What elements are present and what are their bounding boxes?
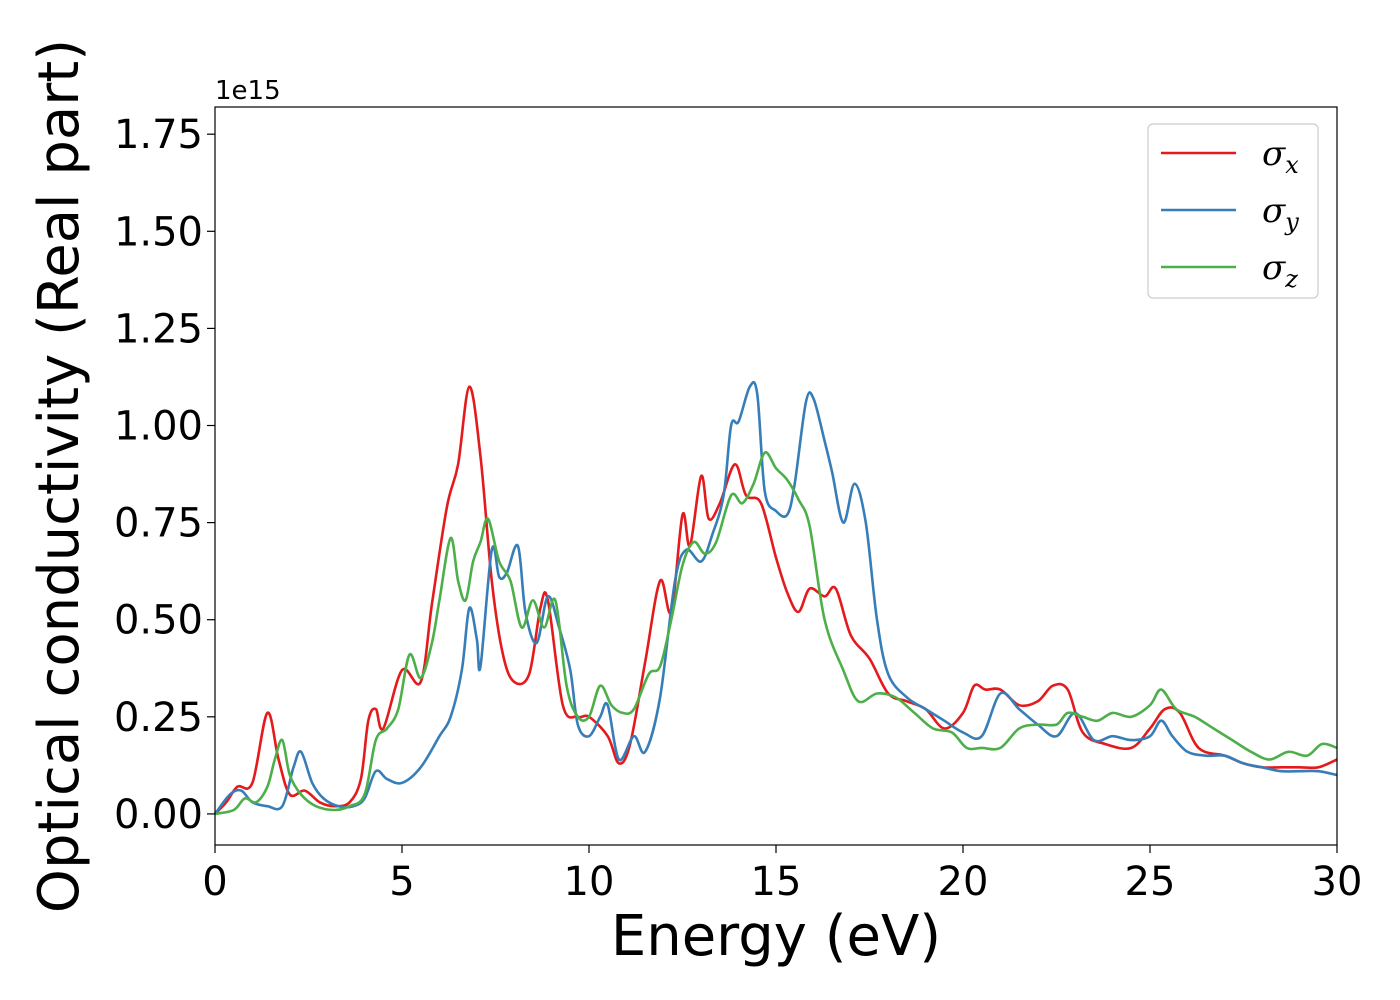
series-layer <box>213 381 1338 816</box>
x-axis-title: Energy (eV) <box>611 904 941 969</box>
y-tick-label: 0.25 <box>114 695 203 741</box>
y-tick-label: 0.75 <box>114 501 203 547</box>
y-tick-label: 0.00 <box>114 792 203 838</box>
y-tick-label: 0.50 <box>114 598 203 644</box>
y-axis-ticks: 0.00 0.25 0.50 0.75 1.00 1.25 1.50 1.75 <box>114 112 215 838</box>
x-tick-label: 15 <box>751 859 802 905</box>
x-tick-label: 10 <box>564 859 615 905</box>
y-tick-label: 1.50 <box>114 209 203 255</box>
y-offset-label: 1e15 <box>215 76 281 106</box>
series-line-y <box>213 381 1338 815</box>
y-tick-label: 1.75 <box>114 112 203 158</box>
series-line-z <box>214 451 1338 816</box>
x-tick-label: 5 <box>389 859 414 905</box>
x-tick-label: 20 <box>938 859 989 905</box>
x-axis-ticks: 0 5 10 15 20 25 30 <box>202 845 1362 905</box>
x-tick-label: 25 <box>1125 859 1176 905</box>
x-tick-label: 0 <box>202 859 227 905</box>
x-tick-label: 30 <box>1312 859 1363 905</box>
legend-label-y: σy <box>1262 191 1299 236</box>
y-axis-title: Optical conductivity (Real part) <box>27 39 92 913</box>
y-tick-label: 1.00 <box>114 404 203 450</box>
y-tick-label: 1.25 <box>114 306 203 352</box>
